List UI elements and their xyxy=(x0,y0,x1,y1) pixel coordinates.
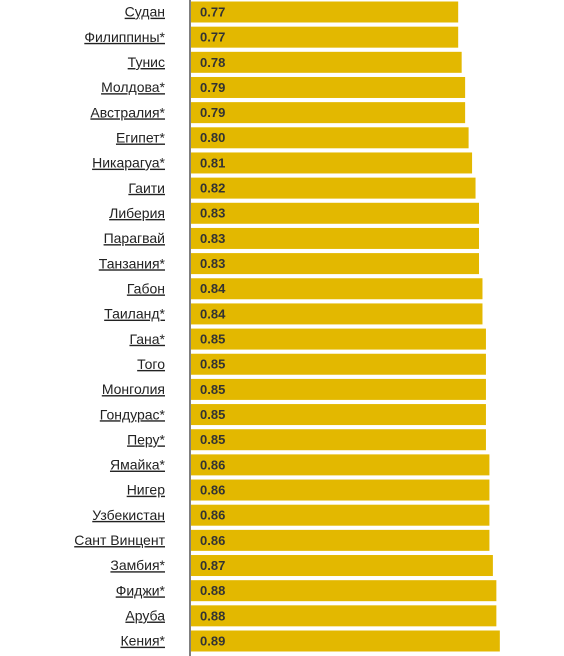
category-label[interactable]: Гана* xyxy=(129,331,165,347)
bar xyxy=(191,177,476,199)
value-label: 0.79 xyxy=(200,105,225,120)
value-label: 0.80 xyxy=(200,130,225,145)
value-label: 0.86 xyxy=(200,508,225,523)
bar xyxy=(191,26,459,48)
category-label[interactable]: Габон xyxy=(127,280,165,296)
category-label[interactable]: Перу* xyxy=(127,431,165,447)
category-label[interactable]: Ямайка* xyxy=(110,457,166,473)
value-label: 0.83 xyxy=(200,256,225,271)
category-label[interactable]: Тунис xyxy=(128,54,165,70)
bar xyxy=(191,253,480,275)
value-label: 0.88 xyxy=(200,583,225,598)
bar xyxy=(191,127,469,149)
value-label: 0.88 xyxy=(200,608,225,623)
value-label: 0.85 xyxy=(200,332,225,347)
value-label: 0.86 xyxy=(200,482,225,497)
value-label: 0.77 xyxy=(200,30,225,45)
value-label: 0.84 xyxy=(200,281,226,296)
category-label[interactable]: Сант Винцент xyxy=(74,532,165,548)
category-label[interactable]: Парагвай xyxy=(104,230,165,246)
value-label: 0.84 xyxy=(200,306,226,321)
bar xyxy=(191,227,480,249)
bar xyxy=(191,76,466,98)
category-label[interactable]: Гаити xyxy=(128,180,165,196)
value-label: 0.85 xyxy=(200,382,225,397)
category-label[interactable]: Замбия* xyxy=(110,557,165,573)
bar xyxy=(191,630,500,652)
value-label: 0.78 xyxy=(200,55,225,70)
bar xyxy=(191,605,497,627)
value-label: 0.79 xyxy=(200,80,225,95)
category-label[interactable]: Гондурас* xyxy=(100,406,166,422)
category-label[interactable]: Никарагуа* xyxy=(92,155,165,171)
bar xyxy=(191,328,486,350)
category-label[interactable]: Танзания* xyxy=(99,255,166,271)
bar xyxy=(191,353,486,375)
bar xyxy=(191,278,483,300)
category-label[interactable]: Австралия* xyxy=(90,104,165,120)
value-label: 0.85 xyxy=(200,407,225,422)
category-label[interactable]: Нигер xyxy=(127,482,166,498)
category-label[interactable]: Того xyxy=(137,356,165,372)
category-label[interactable]: Кения* xyxy=(120,633,165,649)
category-label[interactable]: Молдова* xyxy=(101,79,165,95)
value-label: 0.87 xyxy=(200,558,225,573)
bar xyxy=(191,202,480,224)
value-label: 0.82 xyxy=(200,181,225,196)
value-label: 0.86 xyxy=(200,533,225,548)
bar xyxy=(191,580,497,602)
value-label: 0.85 xyxy=(200,357,225,372)
value-label: 0.83 xyxy=(200,231,225,246)
bar xyxy=(191,51,462,73)
category-label[interactable]: Узбекистан xyxy=(92,507,165,523)
category-label[interactable]: Судан xyxy=(125,4,165,20)
bar xyxy=(191,102,466,124)
bar xyxy=(191,303,483,325)
bar xyxy=(191,404,486,426)
category-label[interactable]: Либерия xyxy=(109,205,165,221)
value-label: 0.85 xyxy=(200,432,225,447)
value-label: 0.89 xyxy=(200,633,225,648)
category-label[interactable]: Фиджи* xyxy=(116,582,166,598)
category-label[interactable]: Монголия xyxy=(102,381,165,397)
value-label: 0.81 xyxy=(200,155,225,170)
category-label[interactable]: Таиланд* xyxy=(104,306,165,322)
bar xyxy=(191,429,486,451)
category-label[interactable]: Филиппины* xyxy=(84,29,165,45)
bar xyxy=(191,504,490,526)
bar xyxy=(191,378,486,400)
value-label: 0.86 xyxy=(200,457,225,472)
value-label: 0.77 xyxy=(200,4,225,19)
category-label[interactable]: Аруба xyxy=(125,608,165,624)
value-label: 0.83 xyxy=(200,206,225,221)
bar xyxy=(191,454,490,476)
bar xyxy=(191,529,490,551)
bar xyxy=(191,479,490,501)
bar xyxy=(191,1,459,23)
category-label[interactable]: Египет* xyxy=(116,130,166,146)
bar xyxy=(191,152,473,174)
bar xyxy=(191,555,493,577)
